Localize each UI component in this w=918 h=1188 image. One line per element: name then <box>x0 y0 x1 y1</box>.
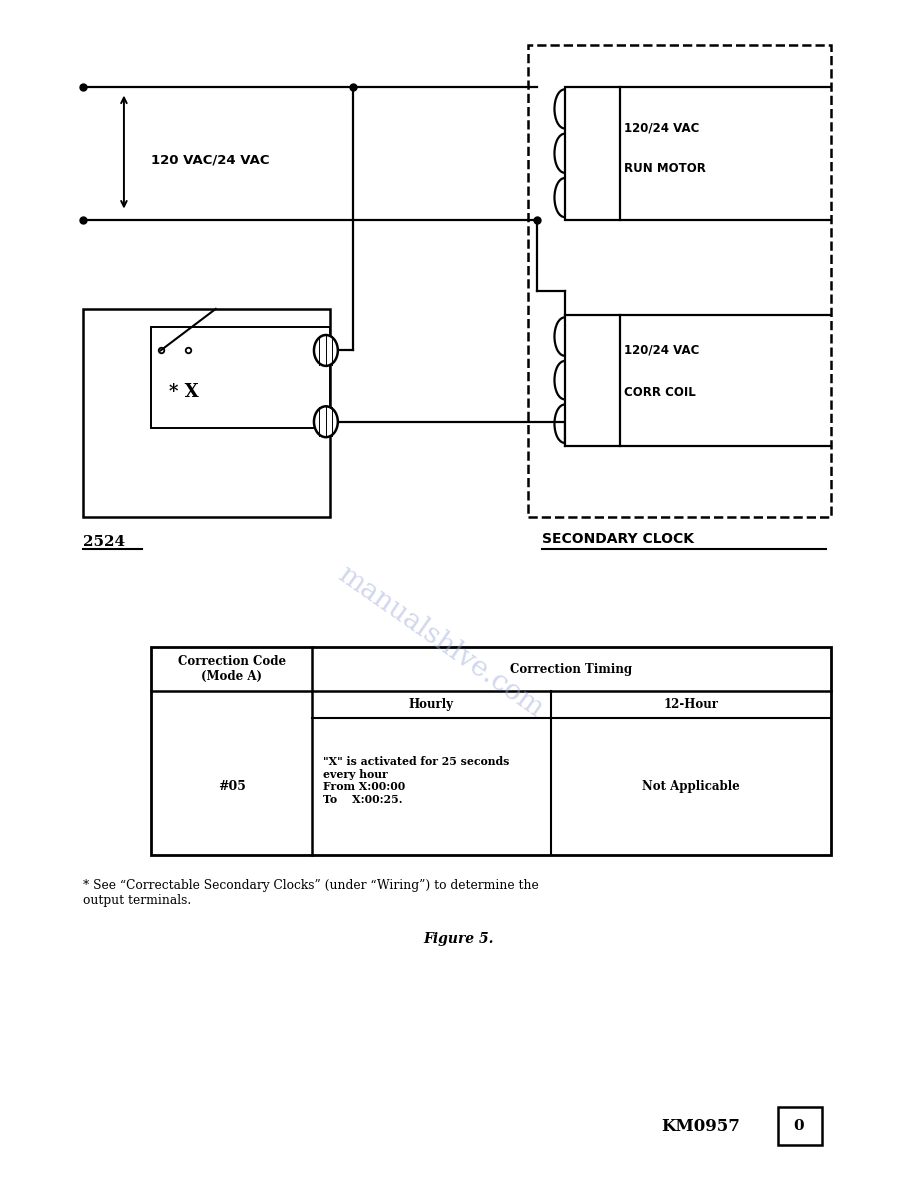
Bar <box>565 315 620 446</box>
Text: 0: 0 <box>793 1119 804 1133</box>
Text: Not Applicable: Not Applicable <box>642 781 740 792</box>
Text: * See “Correctable Secondary Clocks” (under “Wiring”) to determine the
output te: * See “Correctable Secondary Clocks” (un… <box>83 879 538 908</box>
Text: 120/24 VAC: 120/24 VAC <box>624 345 700 356</box>
Text: RUN MOTOR: RUN MOTOR <box>624 163 706 175</box>
Text: * X: * X <box>169 383 198 402</box>
Bar <box>778 1107 822 1145</box>
Text: "X" is activated for 25 seconds
every hour
From X:00:00
To    X:00:25.: "X" is activated for 25 seconds every ho… <box>323 756 509 805</box>
Text: 12-Hour: 12-Hour <box>664 699 718 710</box>
Text: CORR COIL: CORR COIL <box>624 386 696 398</box>
Text: #05: #05 <box>218 781 246 792</box>
Bar <box>528 45 831 517</box>
Text: 120 VAC/24 VAC: 120 VAC/24 VAC <box>151 154 270 166</box>
Text: Hourly: Hourly <box>409 699 454 710</box>
Text: manualshlve.com: manualshlve.com <box>333 561 548 722</box>
Text: 120/24 VAC: 120/24 VAC <box>624 122 700 134</box>
Text: 2524: 2524 <box>83 535 125 549</box>
Bar <box>151 647 831 855</box>
Text: SECONDARY CLOCK: SECONDARY CLOCK <box>542 532 694 546</box>
Text: Correction Timing: Correction Timing <box>510 663 633 676</box>
Circle shape <box>314 335 338 366</box>
Circle shape <box>314 406 338 437</box>
Bar <box>565 87 620 220</box>
Text: Figure 5.: Figure 5. <box>424 931 494 946</box>
Bar <box>83 309 330 517</box>
Text: Correction Code
(Mode A): Correction Code (Mode A) <box>178 656 285 683</box>
Text: KM0957: KM0957 <box>661 1118 740 1135</box>
Bar <box>151 327 330 428</box>
